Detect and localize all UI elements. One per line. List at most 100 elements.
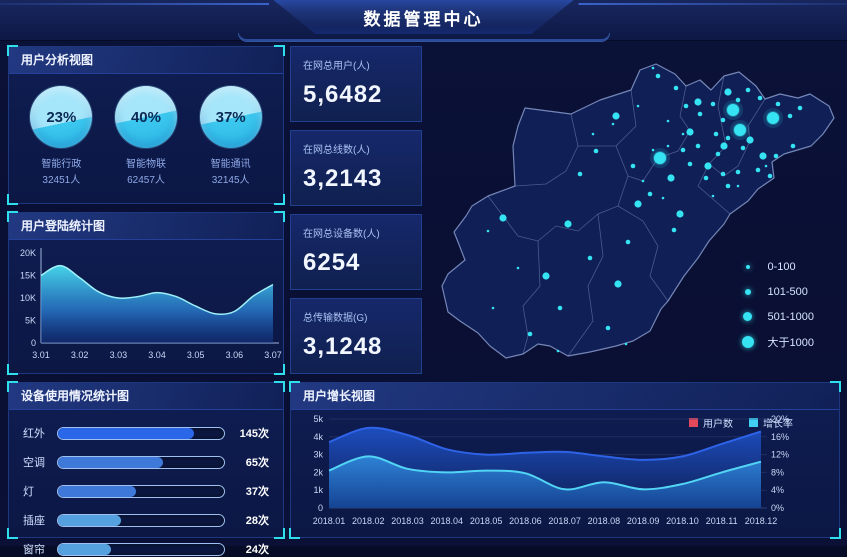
data-dot — [654, 152, 666, 164]
stat-value: 3,1248 — [303, 333, 409, 361]
data-dot — [564, 220, 571, 227]
stat-value: 6254 — [303, 249, 409, 277]
data-dot — [724, 88, 731, 95]
data-dot — [721, 118, 726, 123]
page-title-plate: 数据管理中心 — [274, 0, 574, 34]
text-tick: 3.01 — [32, 350, 50, 360]
corner-bracket — [289, 381, 300, 392]
panel-title-user-analysis: 用户分析视图 — [9, 47, 283, 74]
text-tick: 2018.04 — [431, 516, 464, 526]
bar-fill — [58, 515, 121, 526]
text-tick: 0 — [318, 503, 323, 513]
data-dot — [788, 114, 793, 119]
text-tick: 20% — [771, 414, 789, 424]
data-dot — [612, 123, 615, 126]
map-legend-row: 0-100 — [741, 254, 815, 279]
bar-fill — [58, 486, 136, 497]
map-legend-dotbox — [741, 336, 755, 348]
gauge-circle: 23% — [30, 86, 92, 148]
map-legend-dot — [743, 312, 752, 321]
panel-title-user-growth: 用户增长视图 — [291, 383, 839, 410]
text-tick: 2018.10 — [666, 516, 699, 526]
data-dot — [528, 332, 533, 337]
gauge-label: 智能行政 — [21, 155, 101, 170]
data-dot — [492, 307, 495, 310]
stat-value: 3,2143 — [303, 165, 409, 193]
text-tick: 10K — [20, 293, 36, 303]
corner-bracket — [7, 194, 18, 205]
data-dot — [542, 272, 549, 279]
map-legend-label: 0-100 — [768, 261, 796, 273]
map-legend-dot — [746, 265, 750, 269]
data-dot — [612, 112, 619, 119]
bar-label: 灯 — [23, 483, 57, 499]
page-title: 数据管理中心 — [364, 5, 484, 30]
bar-value: 145次 — [225, 425, 269, 441]
data-dot — [652, 149, 655, 152]
data-dot — [712, 195, 715, 198]
data-dot — [648, 192, 653, 197]
gauge-circle: 37% — [200, 86, 262, 148]
bar-fill — [58, 544, 111, 555]
corner-bracket — [274, 45, 285, 56]
map-legend-label: 101-500 — [768, 286, 808, 298]
data-dot — [672, 228, 677, 233]
data-dot — [741, 146, 746, 151]
text-tick: 2018.11 — [706, 516, 738, 526]
data-dot — [726, 136, 731, 141]
text-tick: 3.04 — [148, 350, 166, 360]
text-tick: 2018.01 — [313, 516, 346, 526]
data-dot — [499, 214, 506, 221]
gauge-count: 62457人 — [106, 171, 186, 186]
map-legend-dotbox — [741, 265, 755, 269]
data-dot — [487, 230, 490, 233]
bar-label: 窗帘 — [23, 541, 57, 557]
bar-track — [57, 514, 225, 527]
data-dot — [714, 132, 719, 137]
text-tick: 8% — [771, 467, 784, 477]
corner-bracket — [274, 194, 285, 205]
map-legend-dot — [745, 289, 751, 295]
gauge-count: 32145人 — [191, 171, 271, 186]
data-dot — [637, 105, 640, 108]
data-dot — [767, 112, 779, 124]
data-dot — [746, 136, 753, 143]
map-legend-row: 501-1000 — [741, 304, 815, 329]
bar-track — [57, 456, 225, 469]
data-dot — [682, 133, 685, 136]
stat-label: 总传输数据(G) — [303, 309, 409, 324]
text-tick: 2018.06 — [509, 516, 542, 526]
data-dot — [768, 174, 773, 179]
data-dot — [626, 240, 631, 245]
data-dot — [758, 96, 763, 101]
text-tick: 2018.02 — [352, 516, 385, 526]
path-el — [41, 266, 273, 343]
corner-bracket — [274, 381, 285, 392]
stat-card: 在网总线数(人)3,2143 — [290, 130, 422, 206]
text-tick: 2018.08 — [588, 516, 621, 526]
text-tick: 20K — [20, 248, 36, 258]
text-tick: 2018.07 — [548, 516, 581, 526]
bar-track — [57, 485, 225, 498]
text-tick: 2018.05 — [470, 516, 503, 526]
text-tick: 2018.09 — [627, 516, 660, 526]
data-dot — [578, 172, 583, 177]
bar-track — [57, 543, 225, 556]
data-dot — [674, 86, 679, 91]
data-dot — [634, 200, 641, 207]
bar-fill — [58, 457, 163, 468]
gauge-label: 智能通讯 — [191, 155, 271, 170]
data-dot — [704, 162, 711, 169]
data-dot — [594, 149, 599, 154]
data-dot — [765, 165, 768, 168]
data-dot — [681, 148, 686, 153]
data-dot — [667, 120, 670, 123]
map-legend-label: 501-1000 — [768, 311, 815, 323]
